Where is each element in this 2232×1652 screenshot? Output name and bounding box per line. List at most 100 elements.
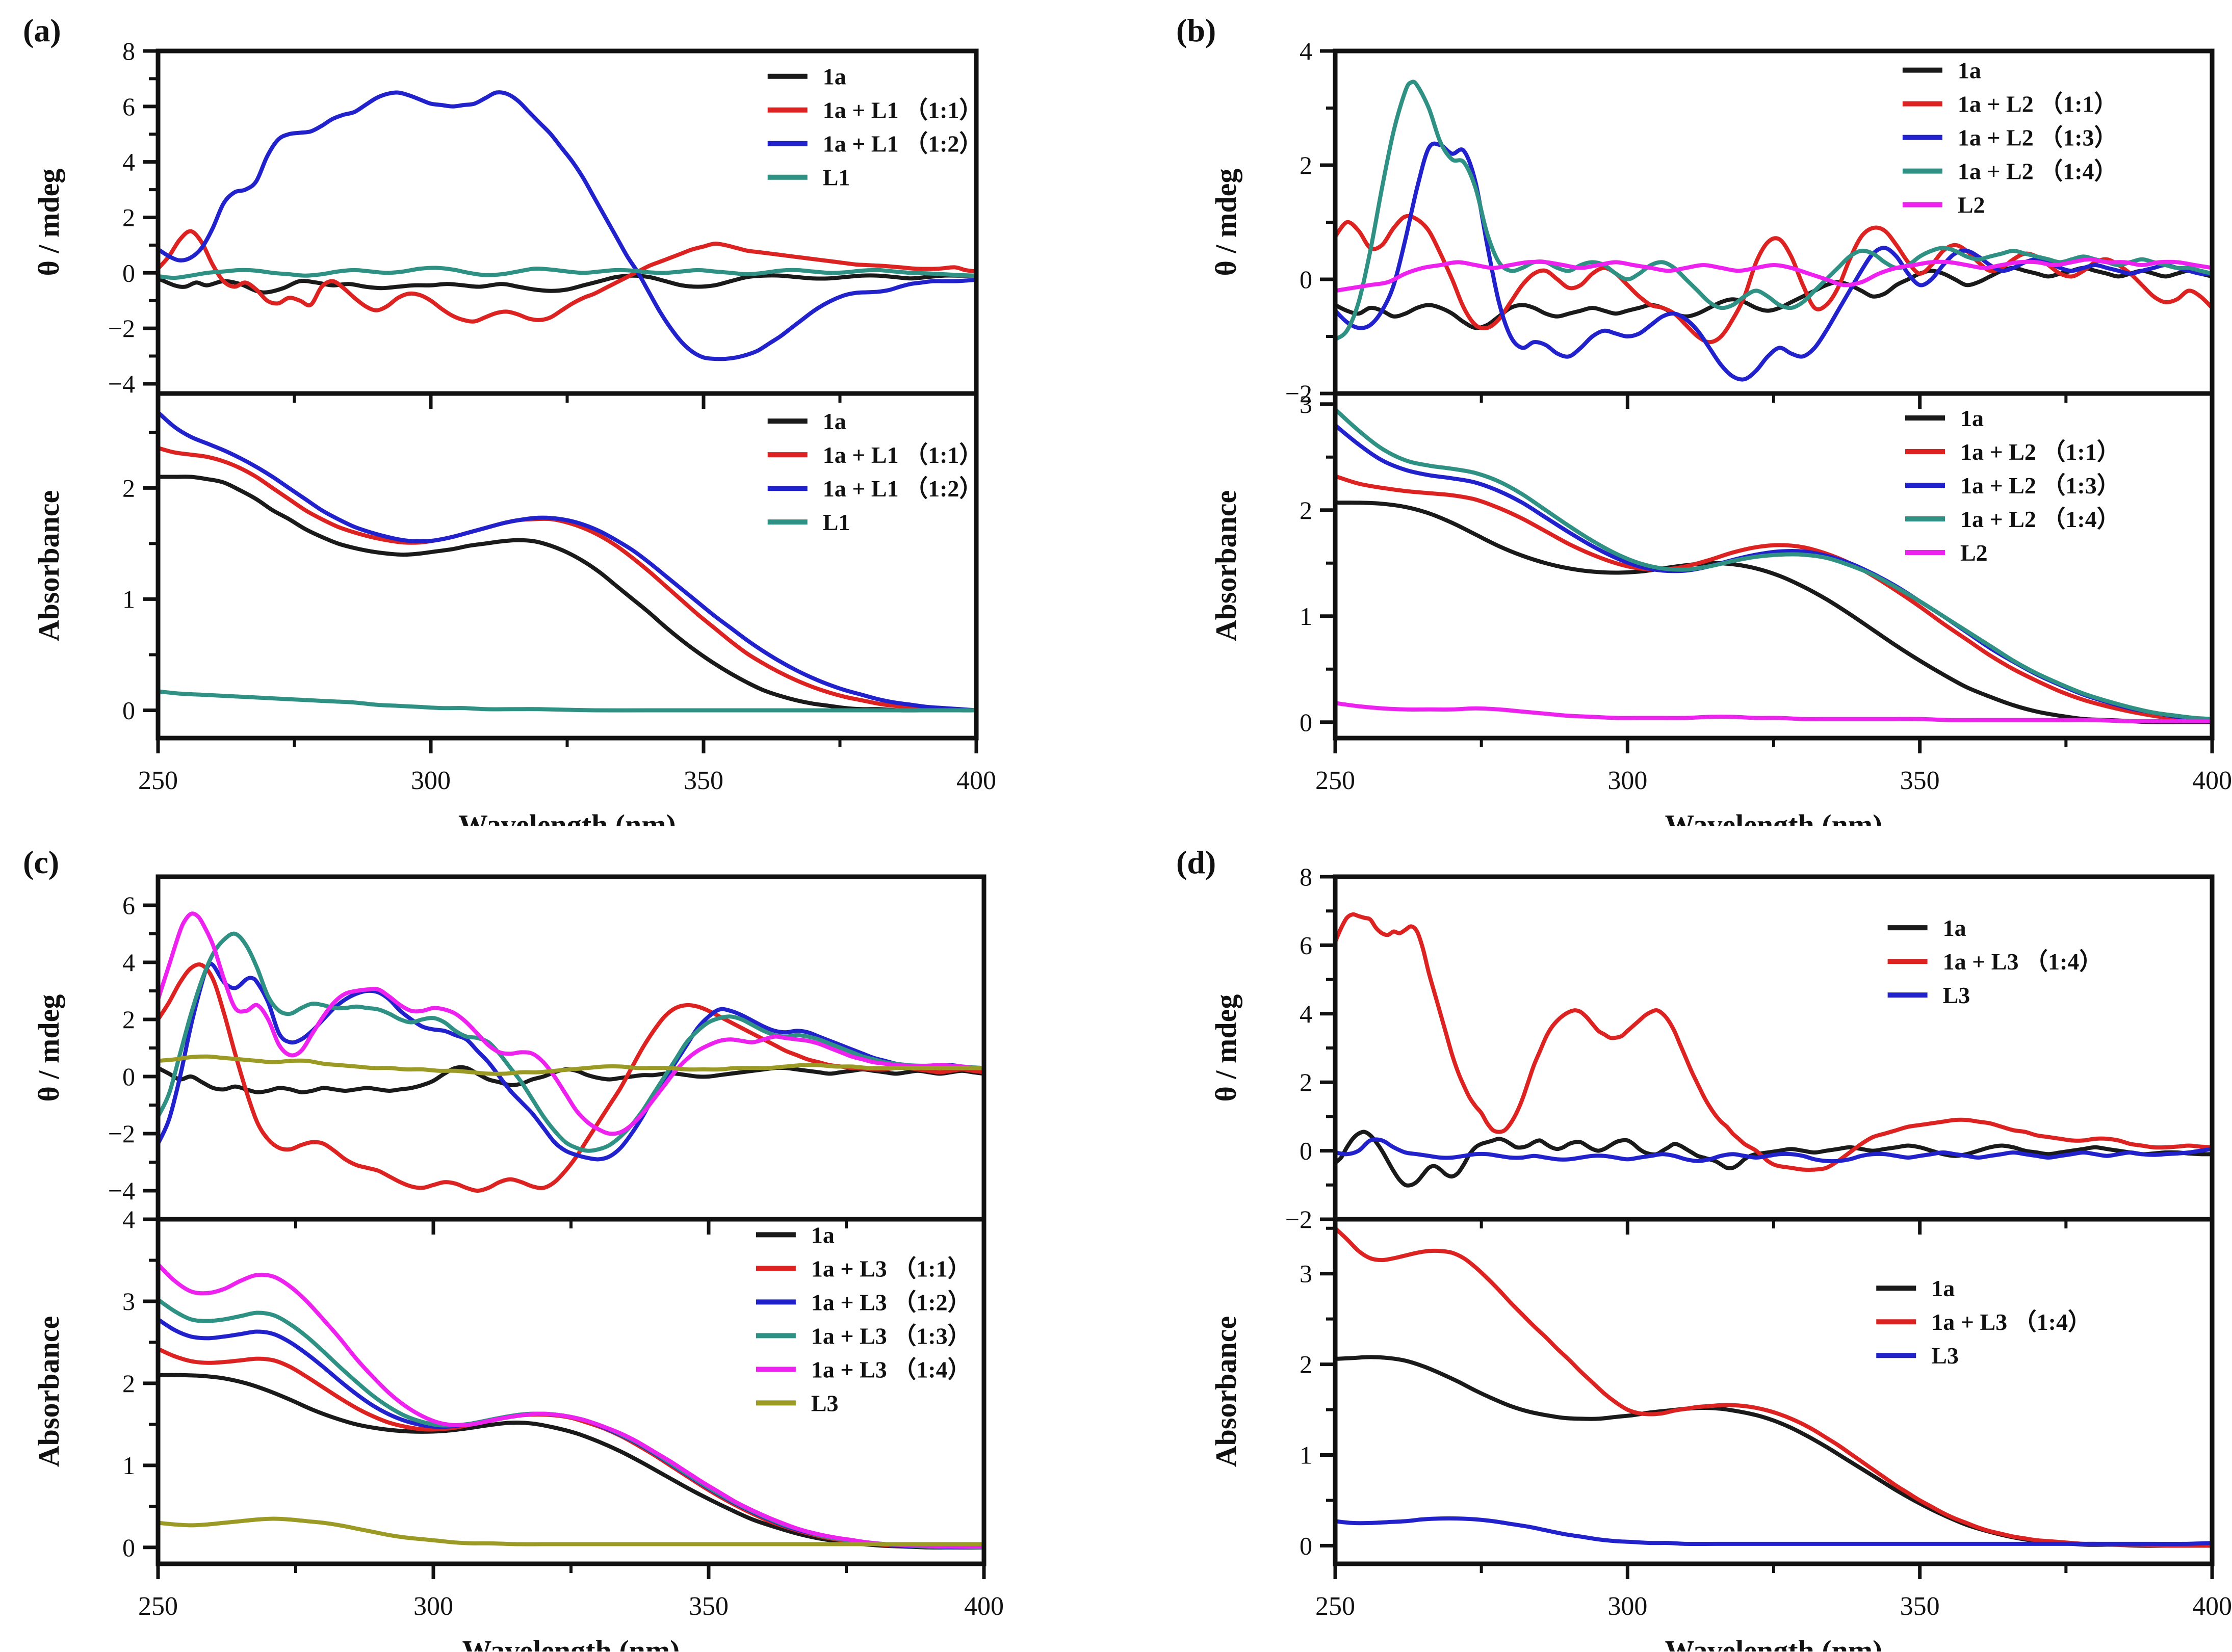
panel-b-chart: 4 2 0 −2 θ / mdeg 1a 1a + L2 （1:1） 1a + L2 （1:3… (1209, 37, 2232, 826)
svg-text:0: 0 (1300, 265, 1312, 294)
svg-text:1a + L3 （1:2）: 1a + L3 （1:2） (811, 1289, 971, 1315)
svg-text:0: 0 (1300, 1137, 1312, 1165)
svg-text:−4: −4 (108, 370, 135, 398)
svg-text:Wavelength (nm): Wavelength (nm) (462, 1634, 680, 1651)
svg-text:1a: 1a (1960, 405, 1984, 431)
panel-a: (a) 8 6 4 2 0 −2 −4 θ / mdeg 1a 1a + L1 （1:1） 1a +… (0, 0, 1116, 826)
svg-text:θ / mdeg: θ / mdeg (32, 169, 65, 276)
svg-text:8: 8 (1300, 862, 1312, 891)
svg-text:1a: 1a (1931, 1275, 1955, 1301)
svg-text:350: 350 (689, 1592, 729, 1621)
svg-text:1a + L3 （1:1）: 1a + L3 （1:1） (811, 1255, 971, 1281)
svg-text:250: 250 (1315, 766, 1355, 795)
svg-text:1a + L3 （1:4）: 1a + L3 （1:4） (811, 1356, 971, 1382)
svg-text:2: 2 (122, 1369, 135, 1398)
svg-text:1a: 1a (1943, 915, 1966, 941)
svg-text:2: 2 (1300, 1350, 1312, 1379)
svg-text:1a + L3 （1:4）: 1a + L3 （1:4） (1931, 1309, 2091, 1335)
svg-text:Absorbance: Absorbance (1209, 1316, 1242, 1467)
svg-text:1a + L2 （1:3）: 1a + L2 （1:3） (1958, 125, 2118, 151)
svg-text:1a + L2 （1:1）: 1a + L2 （1:1） (1958, 91, 2118, 117)
svg-text:400: 400 (2192, 766, 2232, 795)
svg-text:2: 2 (122, 203, 135, 231)
svg-text:6: 6 (1300, 931, 1312, 959)
svg-text:1: 1 (1300, 602, 1312, 631)
svg-text:300: 300 (1607, 766, 1647, 795)
svg-text:400: 400 (964, 1592, 1004, 1621)
svg-text:1a: 1a (1958, 58, 1981, 84)
svg-text:0: 0 (1300, 708, 1312, 737)
svg-text:300: 300 (413, 1592, 453, 1621)
panel-c-chart: 6 4 2 0 −2 −4 θ / mdeg 4 3 2 1 0 250 300 350 400 Absorba… (32, 874, 1004, 1651)
svg-text:1a + L2 （1:3）: 1a + L2 （1:3） (1960, 473, 2120, 499)
svg-text:2: 2 (1300, 151, 1312, 179)
svg-text:3: 3 (1300, 1260, 1312, 1288)
svg-text:350: 350 (684, 766, 723, 795)
svg-text:4: 4 (122, 1205, 135, 1234)
panel-c-label: (c) (23, 844, 60, 880)
svg-text:2: 2 (122, 474, 135, 502)
svg-text:4: 4 (1300, 1000, 1312, 1028)
svg-text:Absorbance: Absorbance (32, 1316, 65, 1467)
svg-text:1: 1 (122, 585, 135, 613)
svg-text:1: 1 (1300, 1441, 1312, 1470)
panel-d-label: (d) (1176, 844, 1216, 880)
svg-text:3: 3 (1300, 390, 1312, 418)
svg-text:Absorbance: Absorbance (32, 490, 65, 641)
svg-text:L3: L3 (1943, 982, 1970, 1008)
svg-text:−2: −2 (1285, 379, 1312, 408)
svg-text:−2: −2 (108, 1119, 135, 1148)
svg-text:Wavelength (nm): Wavelength (nm) (1665, 1634, 1883, 1651)
svg-text:1a + L1 （1:1）: 1a + L1 （1:1） (823, 97, 983, 123)
svg-text:L1: L1 (823, 165, 850, 191)
svg-text:θ / mdeg: θ / mdeg (1209, 169, 1242, 276)
svg-text:1a + L1 （1:2）: 1a + L1 （1:2） (823, 131, 983, 157)
svg-text:1a + L1 （1:1）: 1a + L1 （1:1） (823, 442, 983, 468)
svg-text:4: 4 (122, 948, 135, 977)
svg-text:2: 2 (122, 1005, 135, 1034)
svg-text:L2: L2 (1960, 540, 1988, 566)
svg-text:300: 300 (1607, 1592, 1647, 1621)
panel-c: (c) 6 4 2 0 −2 −4 θ / mdeg 4 3 2 1 0 250 300 350 400 Abs… (0, 826, 1116, 1652)
svg-text:L3: L3 (811, 1390, 839, 1416)
svg-text:0: 0 (1300, 1531, 1312, 1560)
svg-text:8: 8 (122, 37, 135, 65)
svg-text:1a + L3 （1:3）: 1a + L3 （1:3） (811, 1323, 971, 1349)
svg-text:−2: −2 (108, 314, 135, 343)
svg-text:Wavelength (nm): Wavelength (nm) (458, 808, 676, 826)
svg-text:−2: −2 (1285, 1205, 1312, 1234)
panel-d-chart: 8 6 4 2 0 −2 θ / mdeg 1a 1a + L3 （1:4） L3 0 1 2 3 250 3… (1209, 862, 2232, 1651)
svg-text:L2: L2 (1958, 192, 1985, 218)
panel-b-label: (b) (1176, 12, 1216, 48)
svg-text:250: 250 (138, 1592, 178, 1621)
svg-text:300: 300 (411, 766, 451, 795)
panel-b: (b) 4 2 0 −2 θ / mdeg 1a 1a + L2 （1:1） 1a + L2 … (1116, 0, 2232, 826)
svg-text:1a + L2 （1:1）: 1a + L2 （1:1） (1960, 439, 2120, 465)
svg-text:6: 6 (122, 92, 135, 121)
svg-text:4: 4 (122, 148, 135, 176)
svg-text:L3: L3 (1931, 1343, 1959, 1369)
svg-text:400: 400 (2192, 1592, 2232, 1621)
svg-text:1: 1 (122, 1451, 135, 1480)
svg-text:0: 0 (122, 258, 135, 287)
svg-text:θ / mdeg: θ / mdeg (1209, 994, 1242, 1102)
svg-text:θ / mdeg: θ / mdeg (32, 994, 65, 1102)
svg-text:3: 3 (122, 1287, 135, 1316)
svg-text:350: 350 (1900, 1592, 1940, 1621)
svg-text:1a: 1a (823, 408, 846, 434)
panel-d: (d) 8 6 4 2 0 −2 θ / mdeg 1a 1a + L3 （1:4） L3 0 1 2 3… (1116, 826, 2232, 1652)
svg-text:250: 250 (138, 766, 178, 795)
panel-a-label: (a) (23, 12, 61, 48)
svg-text:1a: 1a (823, 64, 846, 90)
svg-text:L1: L1 (823, 509, 850, 535)
svg-text:6: 6 (122, 891, 135, 920)
svg-text:400: 400 (956, 766, 996, 795)
svg-text:1a + L2 （1:4）: 1a + L2 （1:4） (1958, 159, 2118, 185)
panel-a-chart: 8 6 4 2 0 −2 −4 θ / mdeg 1a 1a + L1 （1:1） 1a + L1 … (32, 37, 996, 826)
svg-text:1a: 1a (811, 1222, 835, 1248)
svg-text:0: 0 (122, 1062, 135, 1091)
svg-text:Absorbance: Absorbance (1209, 490, 1242, 641)
svg-text:0: 0 (122, 1533, 135, 1562)
svg-text:4: 4 (1300, 37, 1312, 65)
